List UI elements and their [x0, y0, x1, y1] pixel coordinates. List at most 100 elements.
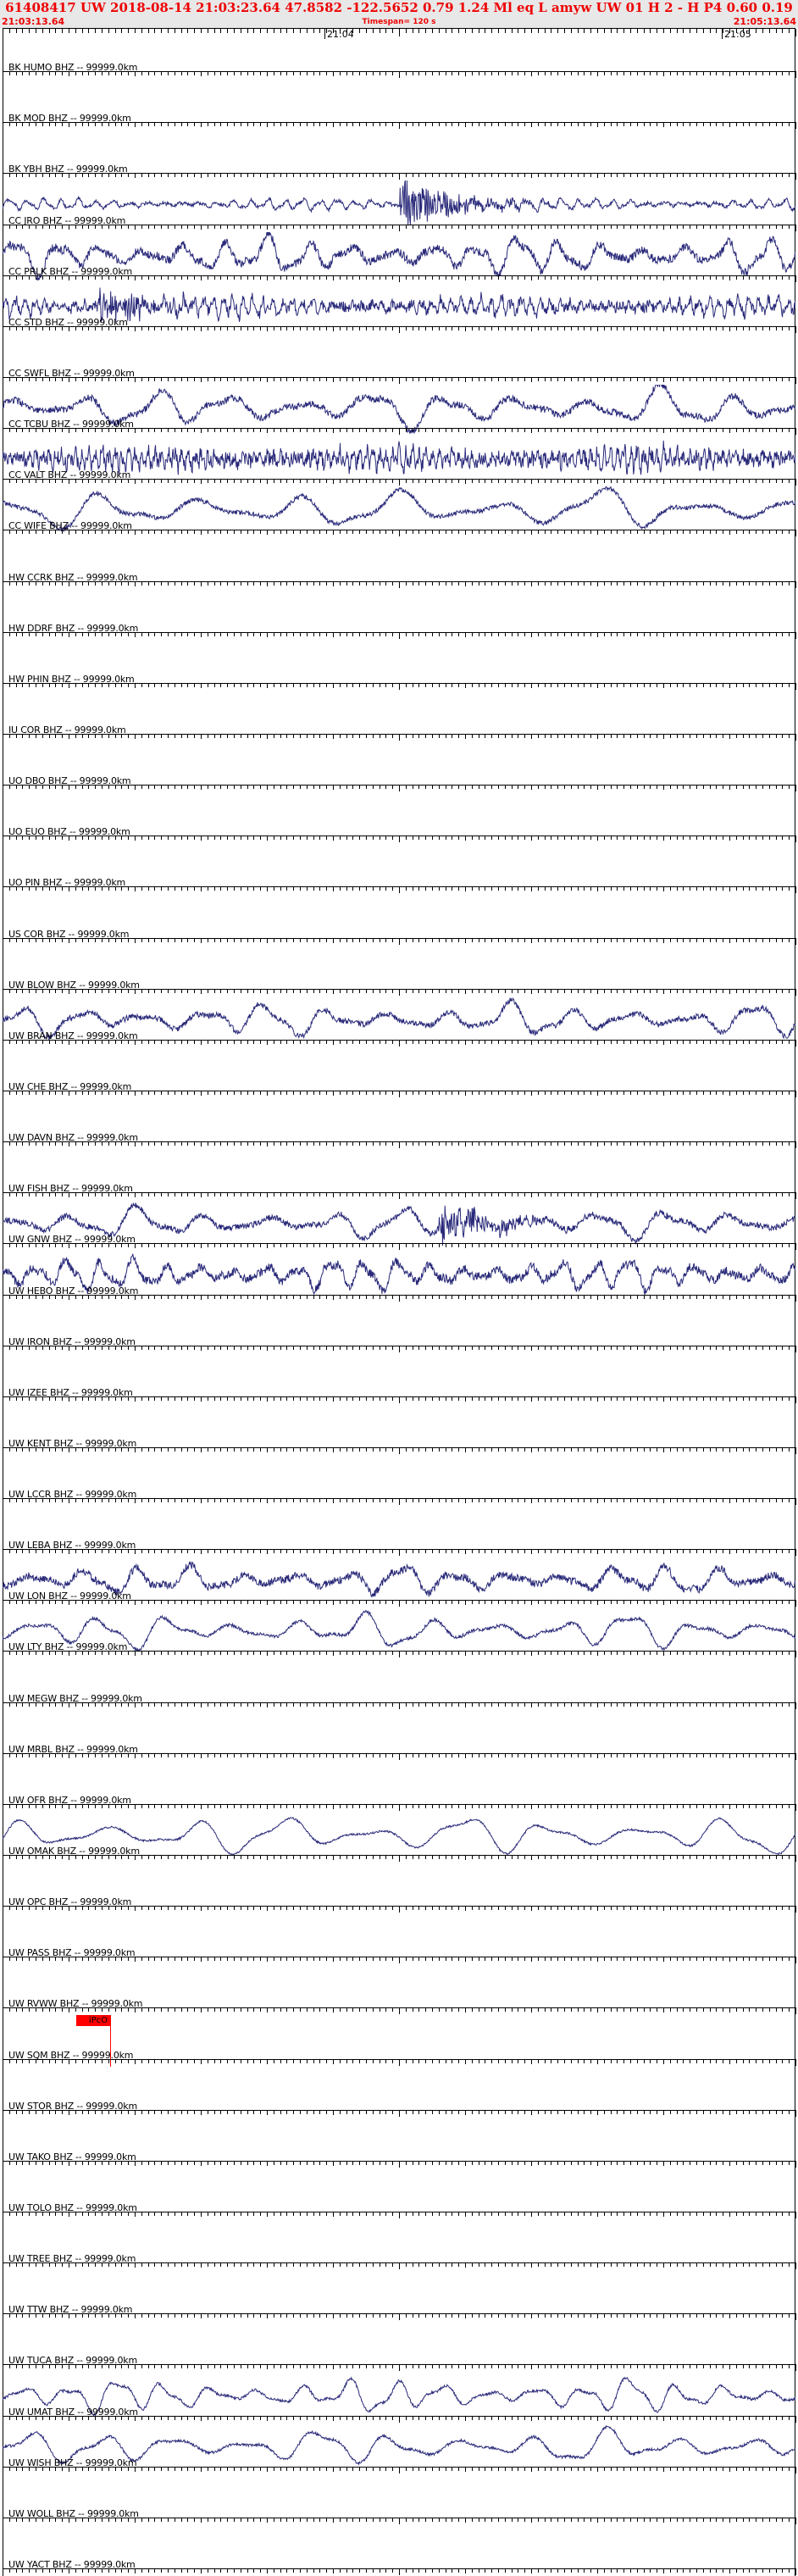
station-label[interactable]: BK MOD BHZ -- 99999.0km: [8, 113, 131, 124]
trace-plot-area[interactable]: [3, 946, 795, 997]
trace-plot-area[interactable]: [3, 1200, 795, 1251]
station-label[interactable]: BK HUMO BHZ -- 99999.0km: [8, 62, 138, 73]
trace-plot-area[interactable]: [3, 894, 795, 946]
trace-plot-area[interactable]: [3, 79, 795, 130]
trace-row[interactable]: UW HEBO BHZ -- 99999.0km: [0, 1251, 798, 1302]
trace-row[interactable]: UO EUO BHZ -- 99999.0km: [0, 792, 798, 843]
trace-plot-area[interactable]: [3, 130, 795, 180]
trace-plot-area[interactable]: [3, 232, 795, 283]
trace-row[interactable]: UW KENT BHZ -- 99999.0km: [0, 1404, 798, 1455]
trace-row[interactable]: IU COR BHZ -- 99999.0km: [0, 691, 798, 741]
trace-row[interactable]: HW PHIN BHZ -- 99999.0km: [0, 640, 798, 691]
station-label[interactable]: UO DBO BHZ -- 99999.0km: [8, 775, 131, 786]
trace-plot-area[interactable]: [3, 486, 795, 537]
station-label[interactable]: UW MEGW BHZ -- 99999.0km: [8, 1693, 142, 1704]
station-label[interactable]: UW MRBL BHZ -- 99999.0km: [8, 1744, 138, 1755]
station-label[interactable]: UW DAVN BHZ -- 99999.0km: [8, 1132, 138, 1143]
trace-plot-area[interactable]: [3, 1353, 795, 1404]
trace-plot-area[interactable]: [3, 1047, 795, 1098]
trace-plot-area[interactable]: [3, 385, 795, 436]
trace-row[interactable]: UW IRON BHZ -- 99999.0km: [0, 1302, 798, 1353]
station-label[interactable]: UW OFR BHZ -- 99999.0km: [8, 1795, 131, 1806]
trace-plot-area[interactable]: [3, 1506, 795, 1557]
trace-plot-area[interactable]: [3, 997, 795, 1047]
trace-row[interactable]: UW BLOW BHZ -- 99999.0km: [0, 946, 798, 997]
trace-row[interactable]: US COR BHZ -- 99999.0km: [0, 894, 798, 946]
station-label[interactable]: CC SWFL BHZ -- 99999.0km: [8, 368, 135, 379]
trace-row[interactable]: UO DBO BHZ -- 99999.0km: [0, 741, 798, 792]
trace-plot-area[interactable]: [3, 537, 795, 589]
trace-row[interactable]: UW GNW BHZ -- 99999.0km: [0, 1200, 798, 1251]
trace-row[interactable]: UW PASS BHZ -- 99999.0km: [0, 1913, 798, 1964]
trace-row[interactable]: UW MEGW BHZ -- 99999.0km: [0, 1658, 798, 1710]
station-label[interactable]: UW IRON BHZ -- 99999.0km: [8, 1336, 136, 1347]
trace-row[interactable]: UW OFR BHZ -- 99999.0km: [0, 1761, 798, 1812]
station-label[interactable]: CC VALT BHZ -- 99999.0km: [8, 469, 131, 480]
trace-plot-area[interactable]: [3, 1913, 795, 1964]
station-label[interactable]: UW HEBO BHZ -- 99999.0km: [8, 1285, 139, 1296]
station-label[interactable]: UW IZEE BHZ -- 99999.0km: [8, 1387, 133, 1398]
trace-plot-area[interactable]: [3, 1607, 795, 1658]
trace-plot-area[interactable]: [3, 843, 795, 894]
trace-row[interactable]: UW LON BHZ -- 99999.0km: [0, 1557, 798, 1607]
station-label[interactable]: UW BRAN BHZ -- 99999.0km: [8, 1030, 138, 1041]
trace-row[interactable]: BK YBH BHZ -- 99999.0km: [0, 130, 798, 180]
station-label[interactable]: UW OPC BHZ -- 99999.0km: [8, 1896, 132, 1907]
trace-plot-area[interactable]: [3, 1710, 795, 1761]
station-label[interactable]: BK YBH BHZ -- 99999.0km: [8, 164, 128, 175]
station-label[interactable]: CC WIFE BHZ -- 99999.0km: [8, 520, 132, 531]
station-label[interactable]: CC JRO BHZ -- 99999.0km: [8, 215, 126, 226]
station-label[interactable]: UW PASS BHZ -- 99999.0km: [8, 1947, 136, 1958]
trace-row[interactable]: UW FISH BHZ -- 99999.0km: [0, 1149, 798, 1200]
station-label[interactable]: UO EUO BHZ -- 99999.0km: [8, 826, 130, 837]
station-label[interactable]: UW LEBA BHZ -- 99999.0km: [8, 1540, 136, 1551]
station-label[interactable]: CC STD BHZ -- 99999.0km: [8, 317, 128, 328]
trace-plot-area[interactable]: [3, 334, 795, 385]
station-label[interactable]: UW LCCR BHZ -- 99999.0km: [8, 1489, 137, 1500]
trace-plot-area[interactable]: [3, 1658, 795, 1710]
trace-plot-area[interactable]: [3, 1302, 795, 1353]
station-label[interactable]: UW FISH BHZ -- 99999.0km: [8, 1183, 133, 1194]
trace-row[interactable]: UW CHE BHZ -- 99999.0km: [0, 1047, 798, 1098]
station-label[interactable]: UO PIN BHZ -- 99999.0km: [8, 877, 126, 888]
trace-row[interactable]: UW LTY BHZ -- 99999.0km: [0, 1607, 798, 1658]
trace-row[interactable]: CC PRLK BHZ -- 99999.0km: [0, 232, 798, 283]
trace-plot-area[interactable]: [3, 1098, 795, 1149]
station-label[interactable]: HW CCRK BHZ -- 99999.0km: [8, 572, 138, 583]
station-label[interactable]: CC PRLK BHZ -- 99999.0km: [8, 266, 133, 277]
trace-row[interactable]: UW DAVN BHZ -- 99999.0km: [0, 1098, 798, 1149]
station-label[interactable]: UW LTY BHZ -- 99999.0km: [8, 1641, 128, 1652]
trace-row[interactable]: CC TCBU BHZ -- 99999.0km: [0, 385, 798, 436]
station-label[interactable]: UW KENT BHZ -- 99999.0km: [8, 1438, 137, 1449]
trace-plot-area[interactable]: [3, 1404, 795, 1455]
trace-row[interactable]: UW OMAK BHZ -- 99999.0km: [0, 1812, 798, 1863]
station-label[interactable]: UW BLOW BHZ -- 99999.0km: [8, 980, 140, 991]
trace-row[interactable]: CC SWFL BHZ -- 99999.0km: [0, 334, 798, 385]
station-label[interactable]: US COR BHZ -- 99999.0km: [8, 929, 130, 940]
trace-row[interactable]: CC WIFE BHZ -- 99999.0km: [0, 486, 798, 537]
station-label[interactable]: CC TCBU BHZ -- 99999.0km: [8, 419, 134, 430]
trace-plot-area[interactable]: [3, 1149, 795, 1200]
trace-row[interactable]: UW LEBA BHZ -- 99999.0km: [0, 1506, 798, 1557]
trace-row[interactable]: BK HUMO BHZ -- 99999.0km: [0, 28, 798, 79]
trace-plot-area[interactable]: [3, 589, 795, 640]
station-label[interactable]: HW DDRF BHZ -- 99999.0km: [8, 623, 139, 634]
trace-plot-area[interactable]: [3, 1964, 795, 2015]
trace-row[interactable]: UW LCCR BHZ -- 99999.0km: [0, 1455, 798, 1506]
trace-row[interactable]: UW MRBL BHZ -- 99999.0km: [0, 1710, 798, 1761]
station-label[interactable]: IU COR BHZ -- 99999.0km: [8, 724, 126, 736]
trace-plot-area[interactable]: [3, 28, 795, 79]
trace-plot-area[interactable]: [3, 1863, 795, 1913]
trace-row[interactable]: CC STD BHZ -- 99999.0km: [0, 283, 798, 334]
trace-row[interactable]: CC JRO BHZ -- 99999.0km: [0, 180, 798, 232]
trace-plot-area[interactable]: [3, 640, 795, 691]
trace-row[interactable]: UO PIN BHZ -- 99999.0km: [0, 843, 798, 894]
station-label[interactable]: UW LON BHZ -- 99999.0km: [8, 1591, 131, 1602]
trace-plot-area[interactable]: [3, 741, 795, 792]
trace-row[interactable]: UW OPC BHZ -- 99999.0km: [0, 1863, 798, 1913]
station-label[interactable]: UW GNW BHZ -- 99999.0km: [8, 1234, 136, 1245]
trace-plot-area[interactable]: [3, 1812, 795, 1863]
trace-plot-area[interactable]: [3, 1455, 795, 1506]
trace-row[interactable]: UW BRAN BHZ -- 99999.0km: [0, 997, 798, 1047]
trace-row[interactable]: CC VALT BHZ -- 99999.0km: [0, 436, 798, 486]
